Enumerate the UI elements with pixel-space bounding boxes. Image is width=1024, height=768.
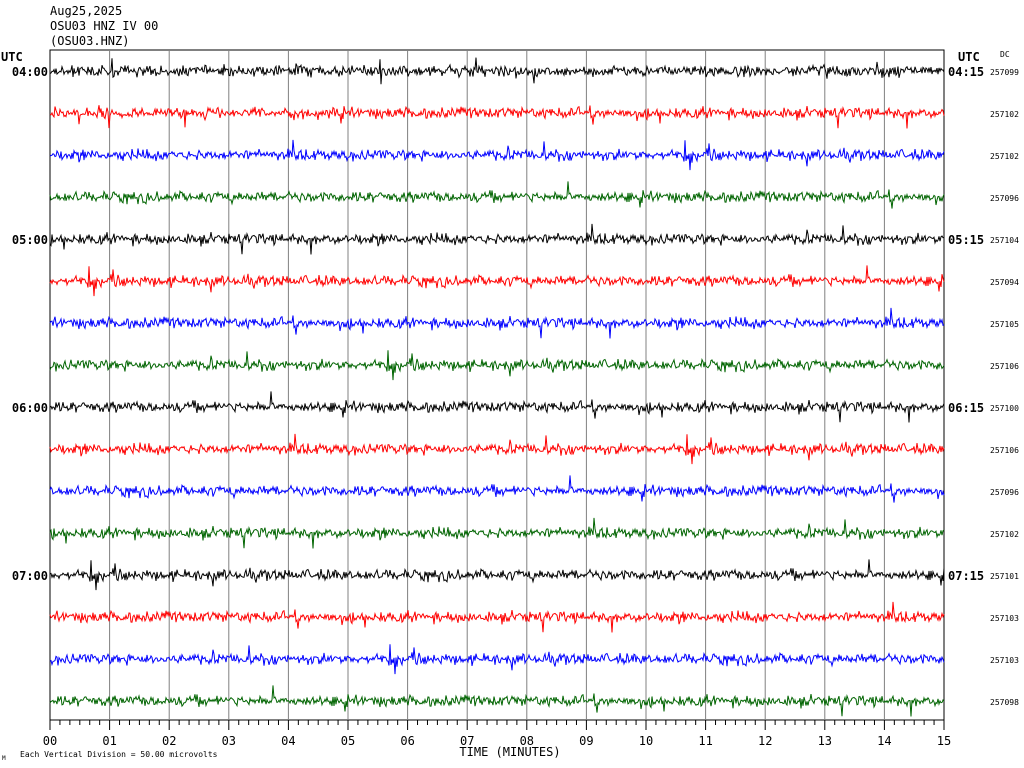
header-station-line: OSU03 HNZ IV 00 [50,19,159,33]
dc-value-label: 257104 [990,236,1019,245]
dc-value-label: 257098 [990,698,1019,707]
x-tick-label: 04 [281,734,295,748]
right-time-label: 04:15 [948,65,984,79]
x-tick-label: 05 [341,734,355,748]
x-tick-label: 08 [520,734,534,748]
footer-mark: M [2,755,6,762]
seismic-trace [49,433,945,465]
x-tick-label: 12 [758,734,772,748]
dc-value-label: 257101 [990,572,1019,581]
header-station-code: (OSU03.HNZ) [50,34,130,48]
seismic-trace [49,307,945,339]
dc-value-label: 257103 [990,614,1019,623]
seismic-trace [49,350,945,381]
header-date: Aug25,2025 [50,4,123,18]
seismic-trace [49,265,945,297]
dc-value-label: 257102 [990,530,1019,539]
seismic-trace [49,475,945,503]
x-tick-label: 14 [877,734,891,748]
x-tick-label: 07 [460,734,474,748]
left-utc-label: UTC [1,50,23,64]
dc-value-label: 257099 [990,68,1019,77]
seismic-trace [49,644,945,675]
x-tick-label: 03 [222,734,236,748]
x-tick-label: 06 [400,734,414,748]
seismic-trace [49,685,945,717]
right-time-label: 07:15 [948,569,984,583]
dc-value-label: 257096 [990,488,1019,497]
seismic-trace [49,601,945,633]
x-tick-label: 09 [579,734,593,748]
seismic-trace [49,57,945,85]
dc-value-label: 257102 [990,152,1019,161]
dc-value-label: 257102 [990,110,1019,119]
left-hour-label: 04:00 [12,65,48,79]
seismic-trace [49,559,945,591]
left-hour-label: 05:00 [12,233,48,247]
dc-value-label: 257094 [990,278,1019,287]
right-time-label: 05:15 [948,233,984,247]
dc-value-label: 257106 [990,446,1019,455]
right-utc-label: UTC [958,50,980,64]
dc-value-label: 257103 [990,656,1019,665]
x-tick-label: 13 [818,734,832,748]
dc-value-label: 257100 [990,404,1019,413]
seismic-trace [49,105,945,129]
dc-value-label: 257106 [990,362,1019,371]
seismic-trace [49,517,945,549]
right-time-label: 06:15 [948,401,984,415]
dc-value-label: 257105 [990,320,1019,329]
left-hour-label: 06:00 [12,401,48,415]
x-tick-label: 15 [937,734,951,748]
x-tick-label: 10 [639,734,653,748]
seismic-trace [49,391,945,423]
x-axis-label: TIME (MINUTES) [459,745,560,759]
x-tick-label: 00 [43,734,57,748]
x-tick-label: 01 [102,734,116,748]
footer-note: Each Vertical Division = 50.00 microvolt… [20,750,218,759]
seismic-trace [49,223,945,255]
seismic-trace [49,181,945,209]
left-hour-label: 07:00 [12,569,48,583]
seismic-trace [49,139,945,171]
dc-label: DC [1000,50,1010,59]
dc-value-label: 257096 [990,194,1019,203]
x-tick-label: 11 [698,734,712,748]
x-tick-label: 02 [162,734,176,748]
